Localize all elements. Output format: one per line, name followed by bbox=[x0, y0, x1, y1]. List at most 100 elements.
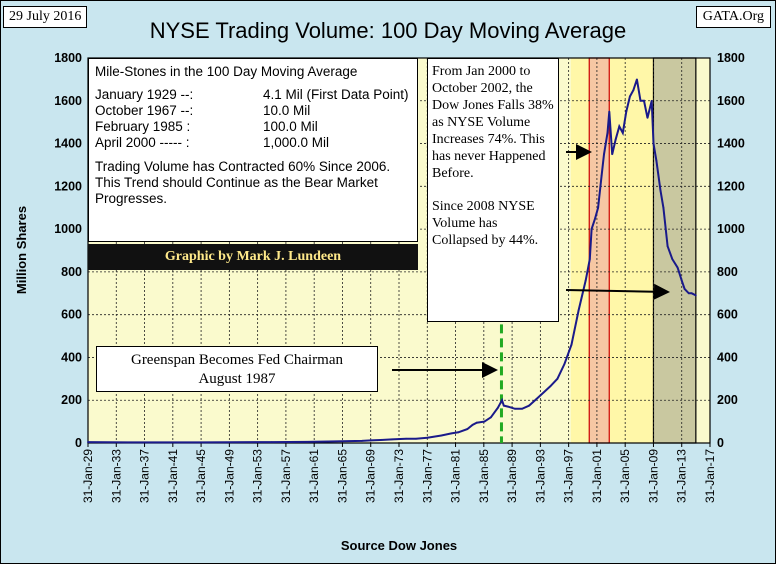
volume-line bbox=[87, 79, 697, 444]
volume-point bbox=[603, 153, 605, 156]
shaded-region-0 bbox=[570, 58, 654, 443]
milestone-value: 4.1 Mil (First Data Point) bbox=[263, 87, 409, 102]
volume-point bbox=[643, 99, 645, 102]
date-label: 29 July 2016 bbox=[3, 6, 88, 28]
milestone-row: February 1985 : 100.0 Mil bbox=[95, 119, 411, 135]
volume-point bbox=[590, 228, 593, 231]
volume-point bbox=[690, 292, 693, 295]
volume-point bbox=[584, 279, 587, 282]
volume-point bbox=[625, 110, 628, 113]
y-tick-label-right: 200 bbox=[717, 393, 738, 407]
volume-point bbox=[129, 441, 132, 444]
dow-note-box: From Jan 2000 to October 2002, the Dow J… bbox=[427, 58, 559, 322]
x-tick-label: 31-Jan-97 bbox=[562, 449, 576, 503]
x-tick-label: 31-Jan-65 bbox=[335, 449, 349, 503]
y-tick-label-left: 400 bbox=[61, 350, 82, 364]
volume-point bbox=[369, 439, 372, 442]
y-tick-label-left: 1600 bbox=[54, 94, 82, 108]
volume-point bbox=[483, 420, 486, 423]
volume-point bbox=[306, 441, 308, 443]
milestone-row: April 2000 ----- : 1,000.0 Mil bbox=[95, 135, 411, 151]
x-tick-label: 31-Jan-13 bbox=[675, 449, 689, 503]
volume-point bbox=[614, 138, 617, 141]
volume-point bbox=[671, 258, 674, 260]
volume-point bbox=[514, 407, 516, 410]
x-axis-label: Source Dow Jones bbox=[341, 538, 457, 553]
volume-point bbox=[440, 434, 443, 437]
volume-point bbox=[475, 421, 478, 424]
volume-point bbox=[542, 391, 545, 394]
x-tick-label: 31-Jan-73 bbox=[392, 449, 406, 503]
x-tick-label: 31-Jan-33 bbox=[109, 449, 123, 503]
x-tick-label: 31-Jan-85 bbox=[477, 449, 491, 503]
greenspan-note-line-1: Greenspan Becomes Fed Chairman bbox=[130, 352, 344, 368]
milestone-row: January 1929 --: 4.1 Mil (First Data Poi… bbox=[95, 87, 411, 103]
volume-point bbox=[466, 428, 469, 430]
volume-point bbox=[659, 189, 662, 192]
greenspan-note-box: Greenspan Becomes Fed Chairman August 19… bbox=[96, 346, 378, 392]
dow-note-paragraph-2: Since 2008 NYSE Volume has Collapsed by … bbox=[432, 199, 539, 248]
x-tick-label: 31-Jan-29 bbox=[81, 449, 95, 503]
y-tick-label-right: 800 bbox=[717, 265, 738, 279]
volume-point bbox=[676, 266, 679, 269]
volume-point bbox=[535, 398, 538, 401]
volume-point bbox=[501, 399, 503, 402]
volume-point bbox=[415, 437, 417, 440]
x-tick-label: 31-Jan-49 bbox=[222, 449, 236, 503]
volume-point bbox=[528, 404, 531, 407]
volume-point bbox=[87, 441, 89, 444]
x-tick-label: 31-Jan-89 bbox=[505, 449, 519, 503]
volume-point bbox=[457, 431, 460, 434]
x-tick-label: 31-Jan-01 bbox=[590, 449, 604, 503]
milestone-value: 10.0 Mil bbox=[263, 103, 311, 118]
y-tick-label-left: 1200 bbox=[54, 179, 82, 193]
volume-point bbox=[471, 423, 474, 426]
milestone-row: October 1967 --: 10.0 Mil bbox=[95, 103, 411, 119]
volume-point bbox=[606, 131, 609, 134]
volume-point bbox=[327, 440, 330, 443]
y-tick-label-right: 400 bbox=[717, 350, 738, 364]
volume-point bbox=[600, 174, 603, 177]
y-tick-label-left: 600 bbox=[61, 308, 82, 322]
volume-point bbox=[570, 343, 573, 346]
volume-point bbox=[608, 110, 611, 113]
x-tick-label: 31-Jan-93 bbox=[533, 449, 547, 503]
volume-point bbox=[597, 206, 599, 209]
volume-point bbox=[270, 441, 273, 444]
x-tick-label: 31-Jan-69 bbox=[364, 449, 378, 503]
volume-point bbox=[683, 288, 686, 290]
volume-point bbox=[489, 416, 492, 419]
y-tick-label-left: 0 bbox=[75, 436, 82, 450]
x-tick-label: 31-Jan-57 bbox=[279, 449, 293, 503]
milestones-heading: Mile-Stones in the 100 Day Moving Averag… bbox=[95, 64, 358, 79]
milestone-label: January 1929 --: bbox=[95, 87, 194, 102]
volume-point bbox=[497, 406, 499, 409]
volume-point bbox=[521, 407, 523, 410]
milestone-value: 100.0 Mil bbox=[263, 119, 318, 134]
volume-point bbox=[426, 436, 429, 439]
x-tick-label: 31-Jan-41 bbox=[166, 449, 180, 503]
volume-point bbox=[556, 377, 559, 380]
volume-point bbox=[502, 404, 505, 407]
x-tick-label: 31-Jan-45 bbox=[194, 449, 208, 503]
x-tick-label: 31-Jan-05 bbox=[618, 449, 632, 503]
volume-point bbox=[360, 439, 363, 442]
milestone-label: October 1967 --: bbox=[95, 103, 194, 118]
volume-point bbox=[666, 245, 669, 248]
y-tick-label-right: 600 bbox=[717, 308, 738, 322]
shaded-region-2 bbox=[652, 57, 697, 444]
volume-point bbox=[611, 153, 614, 156]
y-tick-label-right: 1400 bbox=[717, 137, 745, 151]
y-axis-label: Million Shares bbox=[14, 206, 29, 294]
milestone-label: April 2000 ----- : bbox=[95, 135, 190, 150]
greenspan-note-line-2: August 1987 bbox=[198, 371, 276, 387]
x-tick-label: 31-Jan-37 bbox=[138, 449, 152, 503]
x-tick-label: 31-Jan-81 bbox=[449, 449, 463, 503]
collapse-arrow bbox=[565, 283, 670, 300]
y-tick-label-left: 1400 bbox=[54, 137, 82, 151]
volume-point bbox=[577, 309, 580, 312]
credit-banner: Graphic by Mark J. Lundeen bbox=[88, 244, 418, 270]
x-tick-label: 31-Jan-77 bbox=[420, 449, 434, 503]
y-tick-label-right: 0 bbox=[717, 436, 724, 450]
milestone-label: February 1985 : bbox=[95, 119, 191, 134]
